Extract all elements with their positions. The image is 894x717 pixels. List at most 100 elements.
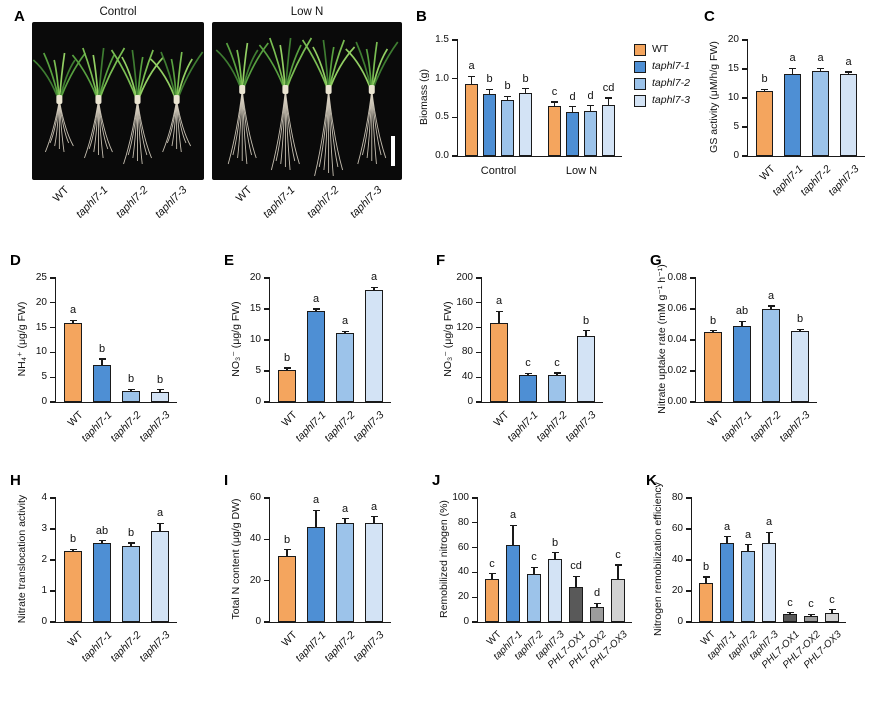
error-bar-cap (468, 75, 475, 78)
error-bar-cap (156, 522, 164, 524)
bar (307, 311, 325, 402)
y-tick-label: 10 (727, 92, 739, 103)
significance-letter: b (127, 526, 135, 539)
panel-letter: J (432, 472, 441, 489)
y-tick-label: 15 (727, 63, 739, 74)
y-tick (264, 339, 270, 341)
error-bar (344, 518, 346, 523)
error-bar (768, 532, 770, 543)
x-axis (269, 402, 391, 404)
bar (64, 322, 82, 402)
error-bar (810, 614, 812, 616)
y-tick-label: 80 (457, 516, 469, 528)
error-bar-cap (156, 389, 164, 391)
bar (93, 542, 111, 622)
y-tick (476, 327, 482, 329)
error-bar-cap (786, 612, 794, 614)
error-bar (791, 68, 794, 74)
significance-letter: b (582, 314, 590, 327)
y-tick-label: 1.0 (435, 72, 449, 84)
significance-letter: b (98, 342, 106, 355)
y-tick (50, 621, 56, 623)
panel-A: A Control Low N WT taphl7-1 taphl7-2 tap… (12, 6, 412, 246)
bar (365, 522, 383, 622)
significance-letter: d (593, 587, 601, 600)
error-bar (617, 564, 619, 579)
y-tick-label: 200 (456, 272, 473, 283)
error-bar-cap (761, 88, 768, 90)
y-tick-label: 0.06 (667, 303, 687, 314)
y-tick-label: 15 (249, 303, 261, 314)
y-tick-label: 0 (467, 396, 473, 407)
error-bar-cap (98, 540, 106, 542)
error-bar-cap (312, 308, 320, 310)
y-tick-label: 0.02 (667, 365, 687, 376)
significance-letter: a (845, 55, 852, 68)
bar (577, 335, 595, 402)
error-bar-cap (551, 101, 558, 103)
error-bar-cap (370, 286, 378, 288)
significance-letter: a (509, 509, 517, 522)
y-tick-label: 0.0 (435, 150, 449, 161)
panel-J-remobilized-n-chart: J 0 20 40 60 80 100 Remobilized nitrogen (%) c WT… (430, 470, 645, 715)
y-tick (264, 401, 270, 403)
y-tick-label: 40 (249, 533, 261, 545)
significance-letter: a (312, 293, 320, 305)
y-tick (742, 39, 748, 41)
bar (762, 309, 780, 402)
significance-letter: a (370, 500, 378, 513)
bar (336, 333, 354, 402)
bar (804, 615, 818, 622)
y-tick-label: 80 (671, 492, 683, 503)
panel-F-nitrate-chart: F 0 40 80 120 160 200 NO₃⁻ (μg/g FW) a WT c taphl7-… (434, 250, 644, 470)
error-bar (524, 88, 527, 93)
error-bar-cap (723, 536, 731, 538)
bar (64, 550, 82, 622)
bar (465, 84, 478, 156)
significance-letter: b (486, 73, 493, 86)
y-tick (50, 590, 56, 592)
x-axis (457, 156, 622, 158)
y-tick (742, 97, 748, 99)
y-tick (686, 559, 692, 561)
significance-letter: c (615, 548, 621, 561)
y-tick-label: 0.00 (667, 396, 687, 407)
error-bar-cap (614, 564, 622, 566)
y-tick-label: 4 (41, 492, 47, 503)
significance-letter: ab (95, 524, 109, 537)
significance-letter: c (551, 85, 558, 98)
y-tick (50, 376, 56, 378)
error-bar (286, 549, 288, 556)
significance-letter: a (370, 271, 378, 284)
bar (720, 542, 734, 622)
bar (548, 558, 562, 622)
error-bar-cap (738, 320, 746, 323)
error-bar-cap (807, 613, 815, 615)
significance-letter: a (312, 494, 320, 507)
y-tick (264, 277, 270, 279)
y-tick-label: 5 (255, 365, 261, 376)
panel-letter: G (650, 252, 662, 269)
legend-swatch (634, 78, 646, 90)
error-bar (101, 358, 103, 366)
y-tick-label: 20 (457, 591, 469, 603)
error-bar (747, 544, 749, 551)
y-tick-label: 0 (677, 616, 683, 627)
y-tick-label: 0 (41, 616, 47, 627)
significance-letter: c (808, 598, 814, 611)
y-tick-label: 0 (255, 616, 261, 627)
panel-I-total-n-chart: I 0 20 40 60 Total N content (μg/g DW) b WT a tap… (222, 470, 432, 715)
y-tick (50, 351, 56, 354)
bar (365, 290, 383, 402)
y-tick (686, 590, 692, 592)
y-axis-title: Remobilized nitrogen (%) (438, 500, 450, 618)
y-tick-label: 20 (249, 574, 261, 586)
bar (699, 583, 713, 622)
error-bar-cap (582, 330, 590, 332)
y-tick-label: 160 (456, 296, 473, 308)
x-axis (481, 402, 603, 404)
error-bar (491, 573, 493, 579)
bar (762, 542, 776, 622)
y-tick (452, 39, 458, 41)
